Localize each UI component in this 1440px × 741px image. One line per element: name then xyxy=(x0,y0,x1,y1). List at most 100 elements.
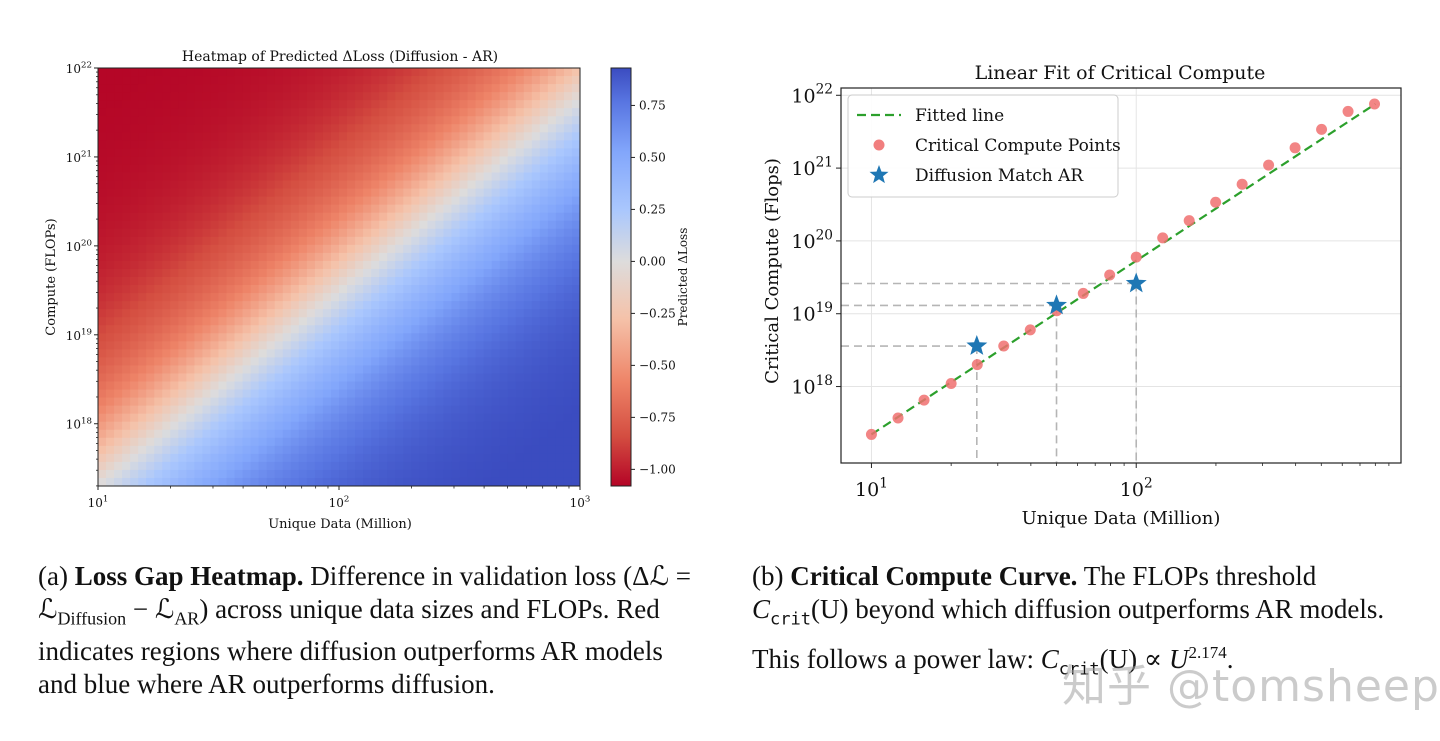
heatmap-cell xyxy=(363,317,372,326)
critical-compute-point xyxy=(1316,123,1328,135)
heatmap-cell xyxy=(539,381,549,391)
heatmap-cell xyxy=(427,349,436,358)
heatmap-cell xyxy=(242,220,252,230)
heatmap-cell xyxy=(162,268,171,278)
heatmap-cell xyxy=(403,437,412,447)
heatmap-cell xyxy=(130,357,139,367)
heatmap-cell xyxy=(563,397,573,407)
heatmap-cell xyxy=(122,252,131,262)
heatmap-cell xyxy=(427,100,436,109)
heatmap-cell xyxy=(483,293,493,302)
heatmap-cell xyxy=(162,196,171,206)
heatmap-cell xyxy=(186,365,195,375)
heatmap-cell xyxy=(459,365,469,375)
heatmap-cell xyxy=(507,260,517,270)
heatmap-cell xyxy=(162,100,171,109)
heatmap-cell xyxy=(459,148,469,158)
heatmap-cell xyxy=(435,293,445,302)
heatmap-cell xyxy=(282,68,292,77)
heatmap-cell xyxy=(314,140,324,149)
heatmap-cell xyxy=(106,244,115,254)
heatmap-cell xyxy=(274,92,284,101)
heatmap-cell xyxy=(130,260,139,270)
heatmap-cell xyxy=(467,124,477,133)
heatmap-cell xyxy=(395,325,404,334)
heatmap-cell xyxy=(355,228,364,238)
heatmap-cell xyxy=(330,293,340,302)
heatmap-cell xyxy=(122,357,131,367)
heatmap-cell xyxy=(443,132,453,141)
heatmap-cell xyxy=(218,92,228,101)
heatmap-cell xyxy=(411,204,420,214)
heatmap-cell xyxy=(459,349,469,358)
heatmap-cell xyxy=(483,116,493,125)
heatmap-cell xyxy=(186,285,195,294)
heatmap-cell xyxy=(290,317,300,326)
heatmap-cell xyxy=(210,317,220,326)
heatmap-cell xyxy=(170,116,179,125)
heatmap-cell xyxy=(387,76,396,85)
heatmap-cell xyxy=(266,469,276,479)
heatmap-cell xyxy=(387,389,396,399)
heatmap-cell xyxy=(427,244,436,254)
heatmap-cell xyxy=(395,204,404,214)
heatmap-cell xyxy=(347,285,356,294)
heatmap-cell xyxy=(491,349,501,358)
heatmap-cell xyxy=(459,124,469,133)
heatmap-cell xyxy=(411,397,420,407)
heatmap-cell xyxy=(226,196,236,206)
heatmap-cell xyxy=(339,357,348,367)
heatmap-cell xyxy=(443,469,453,479)
heatmap-cell xyxy=(194,268,204,278)
heatmap-cell xyxy=(499,108,509,117)
heatmap-cell xyxy=(234,309,244,318)
heatmap-cell xyxy=(387,252,396,262)
heatmap-cell xyxy=(98,108,107,117)
heatmap-cell xyxy=(387,116,396,125)
heatmap-cell xyxy=(403,196,412,206)
heatmap-cell xyxy=(202,429,212,439)
heatmap-cell xyxy=(170,301,179,310)
heatmap-cell xyxy=(339,317,348,326)
heatmap-cell xyxy=(427,389,436,399)
heatmap-cell xyxy=(515,317,525,326)
colorbar-tick-label: −0.50 xyxy=(639,358,676,372)
caption-a-sub1: Diffusion xyxy=(57,608,127,629)
heatmap-cell xyxy=(266,437,276,447)
heatmap-cell xyxy=(322,333,332,342)
heatmap-cell xyxy=(170,268,179,278)
heatmap-cell xyxy=(491,172,501,182)
heatmap-cell xyxy=(322,124,332,133)
heatmap-cell xyxy=(491,341,501,350)
heatmap-cell xyxy=(250,220,260,230)
heatmap-cell xyxy=(443,293,453,302)
heatmap-cell xyxy=(106,325,115,334)
heatmap-cell xyxy=(194,236,204,246)
heatmap-cell xyxy=(106,453,115,463)
heatmap-cell xyxy=(547,156,557,166)
heatmap-cell xyxy=(274,188,284,198)
heatmap-cell xyxy=(202,469,212,479)
heatmap-cell xyxy=(330,309,340,318)
heatmap-cell xyxy=(250,405,260,415)
heatmap-cell xyxy=(363,92,372,101)
heatmap-cell xyxy=(146,437,155,447)
heatmap-cell xyxy=(306,196,316,206)
heatmap-cell xyxy=(411,260,420,270)
heatmap-cell xyxy=(122,220,131,230)
heatmap-cell xyxy=(435,413,445,423)
heatmap-cell xyxy=(146,188,155,198)
heatmap-cell xyxy=(234,76,244,85)
heatmap-cell xyxy=(563,373,573,383)
heatmap-cell xyxy=(419,421,428,431)
heatmap-cell xyxy=(210,268,220,278)
heatmap-cell xyxy=(435,172,445,182)
heatmap-cell xyxy=(547,405,557,415)
heatmap-cell xyxy=(403,317,412,326)
heatmap-cell xyxy=(467,116,477,125)
heatmap-cell xyxy=(138,260,147,270)
heatmap-cell xyxy=(467,92,477,101)
heatmap-cell xyxy=(330,381,340,391)
heatmap-cell xyxy=(515,116,525,125)
heatmap-cell xyxy=(298,156,308,166)
